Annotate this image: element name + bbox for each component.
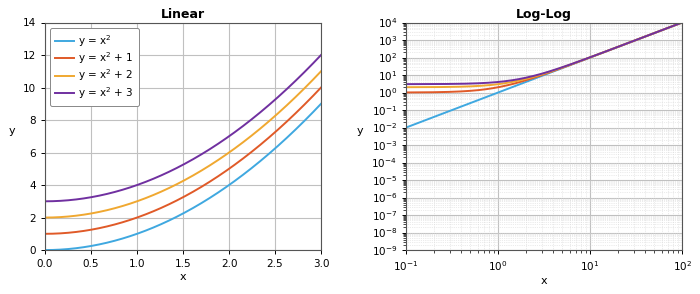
y = x$^2$ + 3 (174, 166, 182, 169)
y = x$^2$ + 1 (172, 199, 181, 203)
y = x$^2$ + 1 (310, 93, 319, 96)
X-axis label: x: x (541, 276, 547, 286)
y = x$^2$ + 3 (205, 148, 214, 151)
y = x$^2$ + 1 (41, 232, 49, 235)
Title: Linear: Linear (161, 8, 205, 21)
y = x$^2$ (310, 109, 319, 113)
y = x$^2$ + 3 (267, 101, 276, 105)
y = x$^2$ + 2 (172, 183, 181, 186)
y = x$^2$ + 3 (190, 157, 199, 160)
y = x$^2$ (317, 102, 326, 106)
Line: y = x$^2$ + 3: y = x$^2$ + 3 (45, 55, 321, 201)
y = x$^2$ + 1 (267, 134, 276, 137)
Line: y = x$^2$: y = x$^2$ (45, 104, 321, 250)
y = x$^2$ + 3 (172, 166, 181, 170)
y = x$^2$ + 2 (317, 69, 326, 73)
y = x$^2$ (190, 206, 199, 209)
y = x$^2$ (205, 196, 214, 200)
Title: Log-Log: Log-Log (516, 8, 572, 21)
y = x$^2$ + 3 (317, 53, 326, 57)
y = x$^2$ + 1 (205, 180, 214, 184)
y = x$^2$ + 2 (205, 164, 214, 168)
y = x$^2$ + 2 (174, 182, 182, 186)
y = x$^2$ + 1 (174, 198, 182, 202)
y = x$^2$ (41, 248, 49, 252)
Legend: y = x$^2$, y = x$^2$ + 1, y = x$^2$ + 2, y = x$^2$ + 3: y = x$^2$, y = x$^2$ + 1, y = x$^2$ + 2,… (50, 28, 139, 106)
Line: y = x$^2$ + 1: y = x$^2$ + 1 (45, 88, 321, 234)
X-axis label: x: x (180, 272, 186, 282)
Line: y = x$^2$ + 2: y = x$^2$ + 2 (45, 71, 321, 218)
y = x$^2$ (174, 214, 182, 218)
Y-axis label: y: y (8, 126, 15, 136)
y = x$^2$ (267, 150, 276, 153)
y = x$^2$ + 2 (310, 76, 319, 80)
y = x$^2$ + 1 (317, 86, 326, 89)
y = x$^2$ + 3 (310, 60, 319, 64)
y = x$^2$ + 2 (190, 173, 199, 176)
y = x$^2$ + 2 (41, 216, 49, 219)
y = x$^2$ (172, 215, 181, 219)
y = x$^2$ + 3 (41, 200, 49, 203)
y = x$^2$ + 2 (267, 118, 276, 121)
y = x$^2$ + 1 (190, 189, 199, 193)
Y-axis label: y: y (357, 126, 364, 136)
